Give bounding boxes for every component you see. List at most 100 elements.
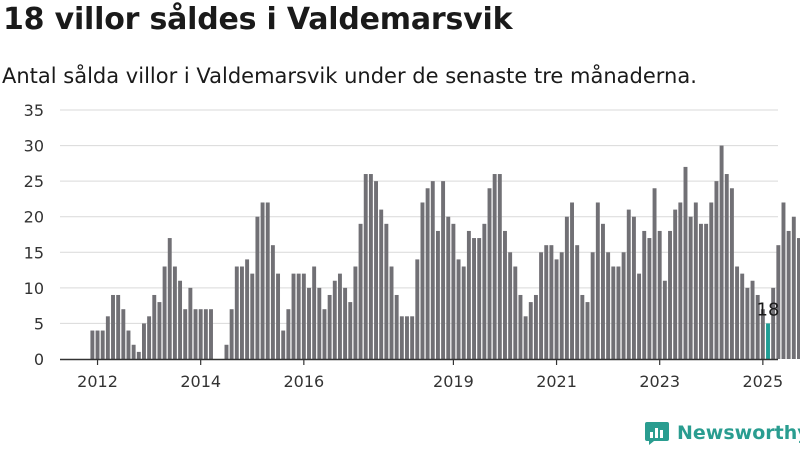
bar <box>368 174 373 359</box>
bar <box>735 266 740 359</box>
bar <box>353 266 358 359</box>
bar <box>456 259 461 359</box>
bar <box>668 230 672 359</box>
bar <box>126 330 131 359</box>
bar <box>379 209 384 359</box>
bar <box>116 294 121 359</box>
bar <box>616 266 621 359</box>
bar <box>389 266 394 359</box>
y-tick-label: 30 <box>24 137 44 156</box>
bar <box>183 309 188 359</box>
bar <box>590 252 595 359</box>
bar <box>286 309 291 359</box>
bar <box>245 259 250 359</box>
bar <box>193 309 198 359</box>
bar <box>172 266 177 359</box>
chart-title: 18 villor såldes i Valdemarsvik <box>3 2 513 37</box>
bar <box>729 188 734 359</box>
bar <box>255 216 260 359</box>
bar <box>374 181 378 359</box>
bar <box>291 273 296 359</box>
bar <box>611 266 616 359</box>
x-tick-label: 2021 <box>536 372 577 391</box>
bar <box>652 188 657 359</box>
bar <box>363 174 368 359</box>
bar <box>683 166 688 359</box>
bar <box>234 266 239 359</box>
bar-highlighted <box>766 323 770 359</box>
bar <box>394 294 399 359</box>
bar <box>750 280 755 359</box>
bar <box>425 188 430 359</box>
bar <box>111 294 115 359</box>
bar <box>477 238 482 359</box>
bar <box>209 309 213 359</box>
bar <box>797 238 800 359</box>
bar <box>420 202 425 359</box>
bar <box>167 238 172 359</box>
bar <box>229 309 234 359</box>
x-tick-label: 2023 <box>639 372 680 391</box>
bar <box>760 309 765 359</box>
newsworthy-logo-icon <box>645 422 669 445</box>
bar <box>105 316 110 359</box>
bar <box>358 223 363 359</box>
y-tick-label: 35 <box>24 101 44 120</box>
y-tick-label: 25 <box>24 172 44 191</box>
bar <box>451 223 456 359</box>
bar <box>157 302 162 359</box>
bar <box>492 174 497 359</box>
bar <box>260 202 265 359</box>
bar <box>719 145 724 359</box>
bar <box>121 309 126 359</box>
bar <box>662 280 667 359</box>
chart-subtitle: Antal sålda villor i Valdemarsvik under … <box>2 64 697 88</box>
bar <box>281 330 286 359</box>
bar <box>637 273 642 359</box>
bar <box>322 309 327 359</box>
bar <box>270 245 275 359</box>
bar <box>162 266 167 359</box>
bar <box>580 294 585 359</box>
bar <box>301 273 306 359</box>
newsworthy-logo[interactable]: Newsworthy <box>644 418 800 448</box>
bar <box>142 323 146 359</box>
bar <box>693 202 698 359</box>
highlight-value-label: 18 <box>757 299 780 320</box>
bar <box>781 202 786 359</box>
bar <box>203 309 208 359</box>
bar <box>136 351 141 359</box>
bar <box>755 294 760 359</box>
bar <box>647 238 652 359</box>
data-labels: 18 <box>757 299 780 320</box>
bar <box>570 202 574 359</box>
bar <box>740 273 745 359</box>
bar <box>585 302 590 359</box>
y-tick-label: 5 <box>34 314 44 333</box>
bar <box>539 252 544 359</box>
x-tick-label: 2016 <box>283 372 324 391</box>
bar <box>606 252 611 359</box>
bar <box>147 316 152 359</box>
bar <box>595 202 600 359</box>
bar <box>250 273 255 359</box>
bar <box>317 287 322 359</box>
bar <box>487 188 492 359</box>
bar <box>198 309 203 359</box>
bar <box>523 316 528 359</box>
bar <box>503 230 507 359</box>
bar <box>745 287 750 359</box>
bar <box>348 302 353 359</box>
bar <box>332 280 337 359</box>
bar <box>100 330 105 359</box>
bar <box>441 181 446 359</box>
y-tick-label: 20 <box>24 208 44 227</box>
bar <box>188 287 193 359</box>
bar <box>307 287 311 359</box>
bars <box>90 145 800 359</box>
bar <box>265 202 270 359</box>
bar <box>337 273 342 359</box>
bar <box>621 252 626 359</box>
